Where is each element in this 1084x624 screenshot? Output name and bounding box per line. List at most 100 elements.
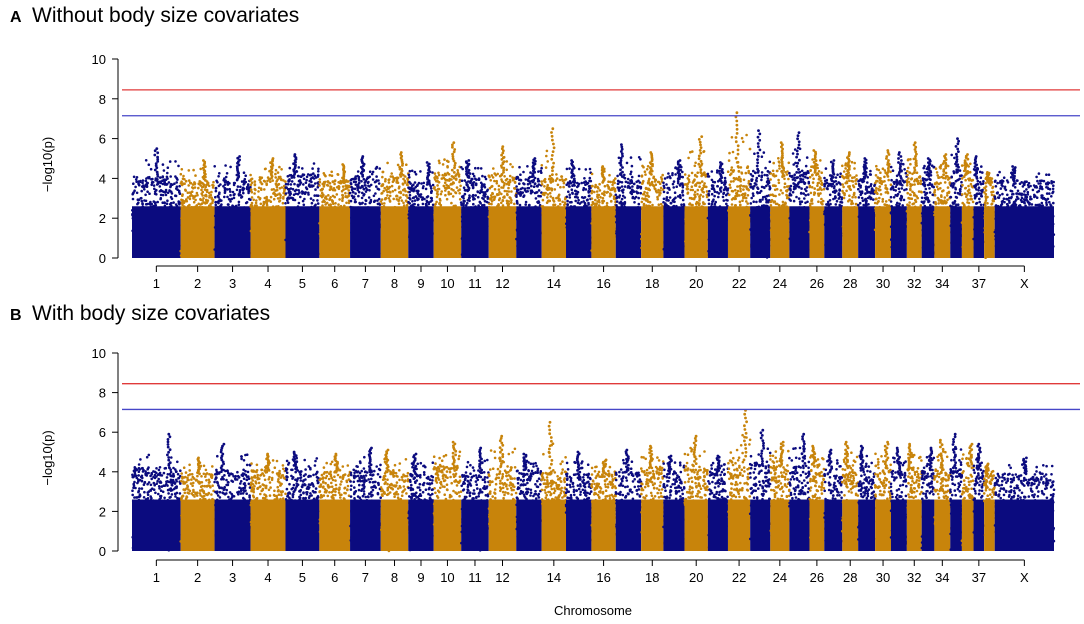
snp-point [515, 201, 519, 204]
snp-point [298, 183, 302, 186]
snp-point [583, 196, 587, 199]
snp-point [582, 188, 585, 192]
snp-point [253, 183, 257, 187]
snp-point [719, 190, 723, 193]
snp-point [551, 196, 555, 200]
snp-point [350, 178, 354, 181]
snp-point [817, 170, 821, 173]
snp-point [146, 190, 149, 193]
snp-point [188, 203, 191, 207]
snp-point [626, 177, 630, 181]
snp-point [813, 187, 816, 190]
snp-point [224, 187, 227, 190]
snp-point [253, 187, 257, 191]
snp-point [290, 180, 294, 183]
snp-point [431, 183, 435, 187]
snp-point [641, 182, 644, 185]
snp-band [250, 206, 286, 258]
snp-point [524, 178, 528, 181]
snp-point [566, 203, 569, 207]
snp-point [686, 185, 689, 188]
snp-point [639, 158, 642, 161]
snp-point [367, 184, 370, 188]
snp-point [375, 175, 378, 178]
snp-point [387, 197, 391, 200]
snp-point [135, 191, 139, 195]
snp-point [214, 189, 218, 193]
snp-point [803, 188, 807, 191]
snp-point [563, 203, 566, 207]
snp-point [629, 170, 633, 174]
snp-point [710, 170, 714, 173]
snp-point [170, 197, 174, 201]
snp-point [286, 201, 290, 204]
snp-point [273, 193, 277, 196]
snp-point [734, 136, 738, 139]
snp-point [798, 200, 802, 203]
snp-point [191, 186, 195, 190]
snp-point [483, 185, 487, 189]
snp-point [278, 200, 281, 203]
snp-point [472, 196, 475, 199]
snp-point [187, 184, 190, 187]
snp-point [279, 194, 282, 197]
snp-point [479, 167, 483, 170]
snp-point [544, 166, 548, 169]
snp-point [397, 199, 400, 203]
snp-point [802, 180, 805, 184]
snp-point [662, 197, 666, 201]
snp-point [758, 148, 762, 152]
snp-point [616, 182, 620, 186]
snp-point [436, 184, 439, 187]
snp-point [567, 190, 570, 193]
snp-point [279, 175, 282, 179]
snp-point [618, 180, 622, 184]
snp-point [314, 188, 317, 191]
snp-point [726, 199, 729, 202]
snp-point [497, 184, 501, 188]
snp-point [773, 175, 776, 178]
snp-point [507, 183, 511, 186]
snp-point [161, 163, 165, 166]
snp-point [197, 202, 200, 206]
snp-point [542, 179, 546, 182]
snp-point [463, 188, 467, 192]
snp-point [760, 155, 764, 158]
snp-point [202, 197, 205, 200]
snp-point [715, 191, 719, 194]
snp-point [580, 196, 584, 199]
snp-point [211, 199, 214, 203]
snp-point [324, 203, 327, 206]
snp-point [568, 196, 572, 199]
snp-point [793, 173, 796, 176]
snp-point [550, 157, 554, 161]
snp-point [596, 185, 599, 189]
snp-point [156, 178, 159, 181]
snp-point [357, 194, 360, 198]
snp-point [734, 156, 738, 160]
snp-point [187, 169, 191, 172]
snp-point [353, 198, 357, 201]
snp-point [438, 161, 441, 165]
snp-band [641, 206, 664, 258]
snp-point [392, 197, 396, 201]
snp-point [159, 196, 163, 200]
chromosome-24-points [769, 141, 791, 258]
snp-point [545, 149, 549, 153]
snp-point [188, 197, 192, 201]
snp-point [757, 145, 760, 149]
snp-point [583, 201, 587, 205]
snp-point [360, 202, 364, 205]
snp-point [430, 189, 434, 193]
snp-point [603, 178, 606, 182]
snp-point [452, 181, 456, 185]
snp-point [519, 178, 523, 182]
snp-point [447, 192, 451, 196]
snp-point [529, 191, 533, 195]
snp-point [424, 187, 428, 191]
snp-point [797, 197, 801, 200]
snp-point [365, 188, 369, 191]
snp-point [603, 193, 606, 197]
snp-point [829, 160, 833, 164]
snp-point [686, 191, 690, 194]
